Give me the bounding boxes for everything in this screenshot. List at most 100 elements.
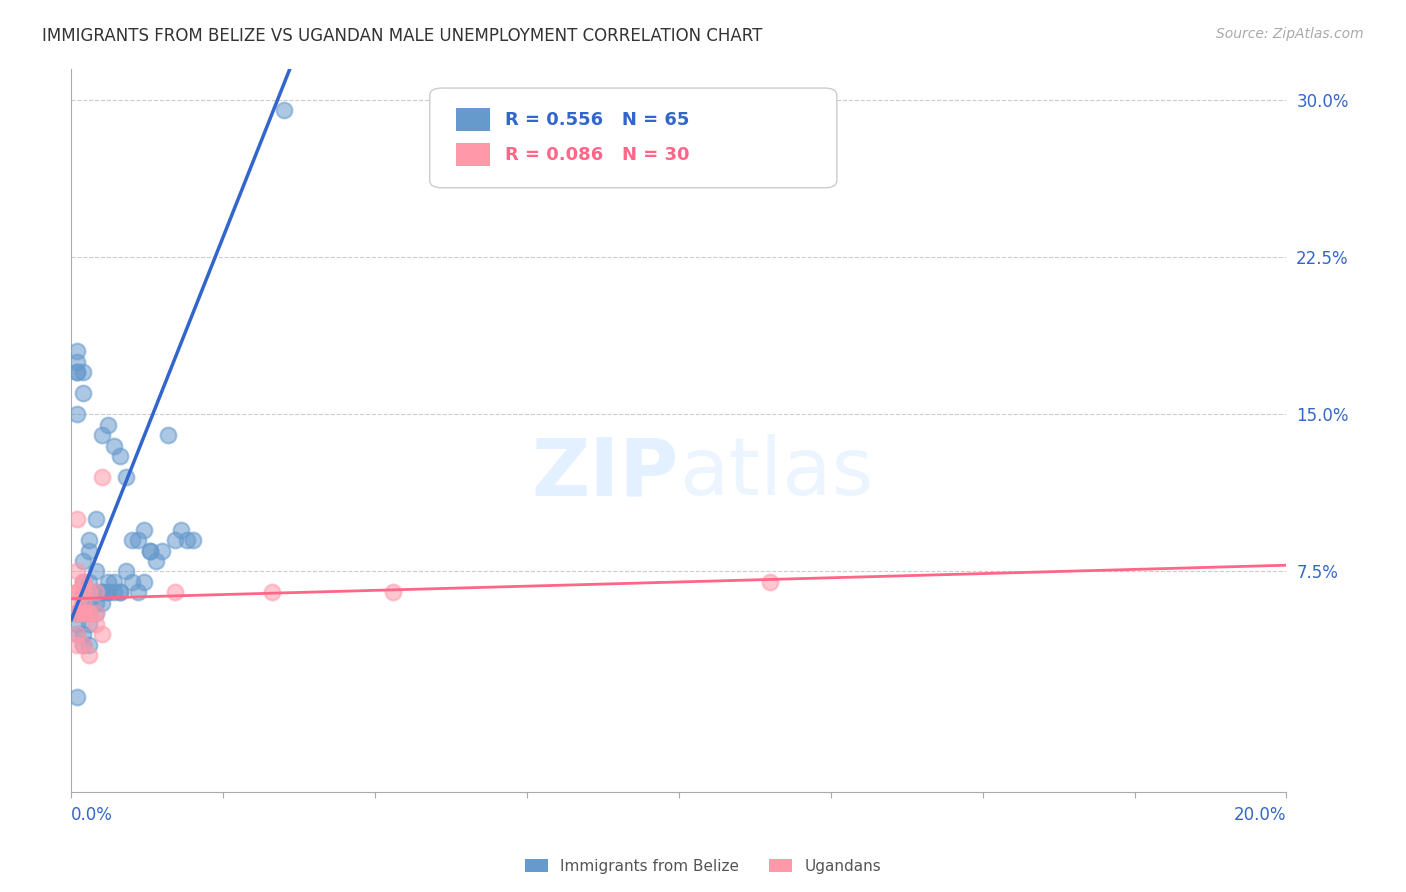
Point xyxy=(97,585,120,599)
Point xyxy=(79,585,101,599)
Point xyxy=(84,616,107,631)
Point xyxy=(121,574,143,589)
Point xyxy=(72,607,94,621)
Point xyxy=(163,533,186,547)
Point xyxy=(127,533,149,547)
Text: IMMIGRANTS FROM BELIZE VS UGANDAN MALE UNEMPLOYMENT CORRELATION CHART: IMMIGRANTS FROM BELIZE VS UGANDAN MALE U… xyxy=(42,27,762,45)
Point xyxy=(260,585,283,599)
Point xyxy=(66,607,89,621)
Point xyxy=(66,585,89,599)
Point xyxy=(157,428,180,442)
Point xyxy=(176,533,198,547)
Point xyxy=(72,554,94,568)
Text: ZIP: ZIP xyxy=(531,434,679,512)
Point xyxy=(139,543,162,558)
Point xyxy=(72,596,94,610)
Point xyxy=(181,533,204,547)
Bar xyxy=(457,143,491,166)
Point xyxy=(66,365,89,379)
Point xyxy=(79,607,101,621)
Point xyxy=(66,344,89,359)
Point xyxy=(79,616,101,631)
Point xyxy=(66,616,89,631)
Point xyxy=(97,585,120,599)
Point xyxy=(66,607,89,621)
Point xyxy=(66,607,89,621)
Point xyxy=(79,585,101,599)
Point xyxy=(79,607,101,621)
Point xyxy=(90,470,112,484)
Text: 20.0%: 20.0% xyxy=(1234,806,1286,824)
Point xyxy=(72,386,94,401)
Point xyxy=(66,585,89,599)
Point xyxy=(72,574,94,589)
Point xyxy=(72,574,94,589)
Point xyxy=(108,449,131,463)
Point xyxy=(79,607,101,621)
Legend: Immigrants from Belize, Ugandans: Immigrants from Belize, Ugandans xyxy=(519,853,887,880)
Point xyxy=(72,607,94,621)
Point xyxy=(382,585,405,599)
Point xyxy=(84,596,107,610)
Text: R = 0.086   N = 30: R = 0.086 N = 30 xyxy=(505,145,689,163)
Point xyxy=(79,596,101,610)
Point xyxy=(84,607,107,621)
Point xyxy=(97,417,120,432)
Point xyxy=(72,365,94,379)
Point xyxy=(66,565,89,579)
Point xyxy=(90,585,112,599)
Point xyxy=(139,543,162,558)
Point xyxy=(66,585,89,599)
Point xyxy=(84,512,107,526)
Point xyxy=(72,627,94,641)
Point xyxy=(134,574,156,589)
Point xyxy=(79,543,101,558)
Point xyxy=(163,585,186,599)
Point xyxy=(72,585,94,599)
Point xyxy=(79,648,101,663)
Point xyxy=(103,585,125,599)
Point xyxy=(108,585,131,599)
Point xyxy=(121,533,143,547)
Point xyxy=(134,523,156,537)
Point xyxy=(66,607,89,621)
Point xyxy=(66,355,89,369)
Point xyxy=(66,512,89,526)
Point xyxy=(90,428,112,442)
Point xyxy=(115,470,138,484)
Point xyxy=(103,439,125,453)
Point xyxy=(84,607,107,621)
Point xyxy=(103,574,125,589)
Point xyxy=(150,543,173,558)
Point xyxy=(66,638,89,652)
Point xyxy=(84,585,107,599)
Point xyxy=(169,523,191,537)
Point xyxy=(145,554,167,568)
Point xyxy=(90,627,112,641)
Point xyxy=(79,533,101,547)
Point xyxy=(66,365,89,379)
Point xyxy=(84,565,107,579)
Point xyxy=(66,690,89,705)
Point xyxy=(72,585,94,599)
Point xyxy=(72,607,94,621)
Point xyxy=(115,565,138,579)
Bar xyxy=(457,108,491,131)
Point xyxy=(79,638,101,652)
Point xyxy=(273,103,295,118)
Point xyxy=(72,638,94,652)
Text: atlas: atlas xyxy=(679,434,873,512)
Point xyxy=(66,627,89,641)
Point xyxy=(72,607,94,621)
Point xyxy=(84,585,107,599)
Point xyxy=(66,407,89,421)
Text: 0.0%: 0.0% xyxy=(72,806,112,824)
Point xyxy=(66,627,89,641)
Point xyxy=(79,574,101,589)
Point xyxy=(90,596,112,610)
Point xyxy=(72,596,94,610)
Point xyxy=(66,596,89,610)
Point xyxy=(759,574,782,589)
Point xyxy=(108,585,131,599)
Text: R = 0.556   N = 65: R = 0.556 N = 65 xyxy=(505,111,689,128)
